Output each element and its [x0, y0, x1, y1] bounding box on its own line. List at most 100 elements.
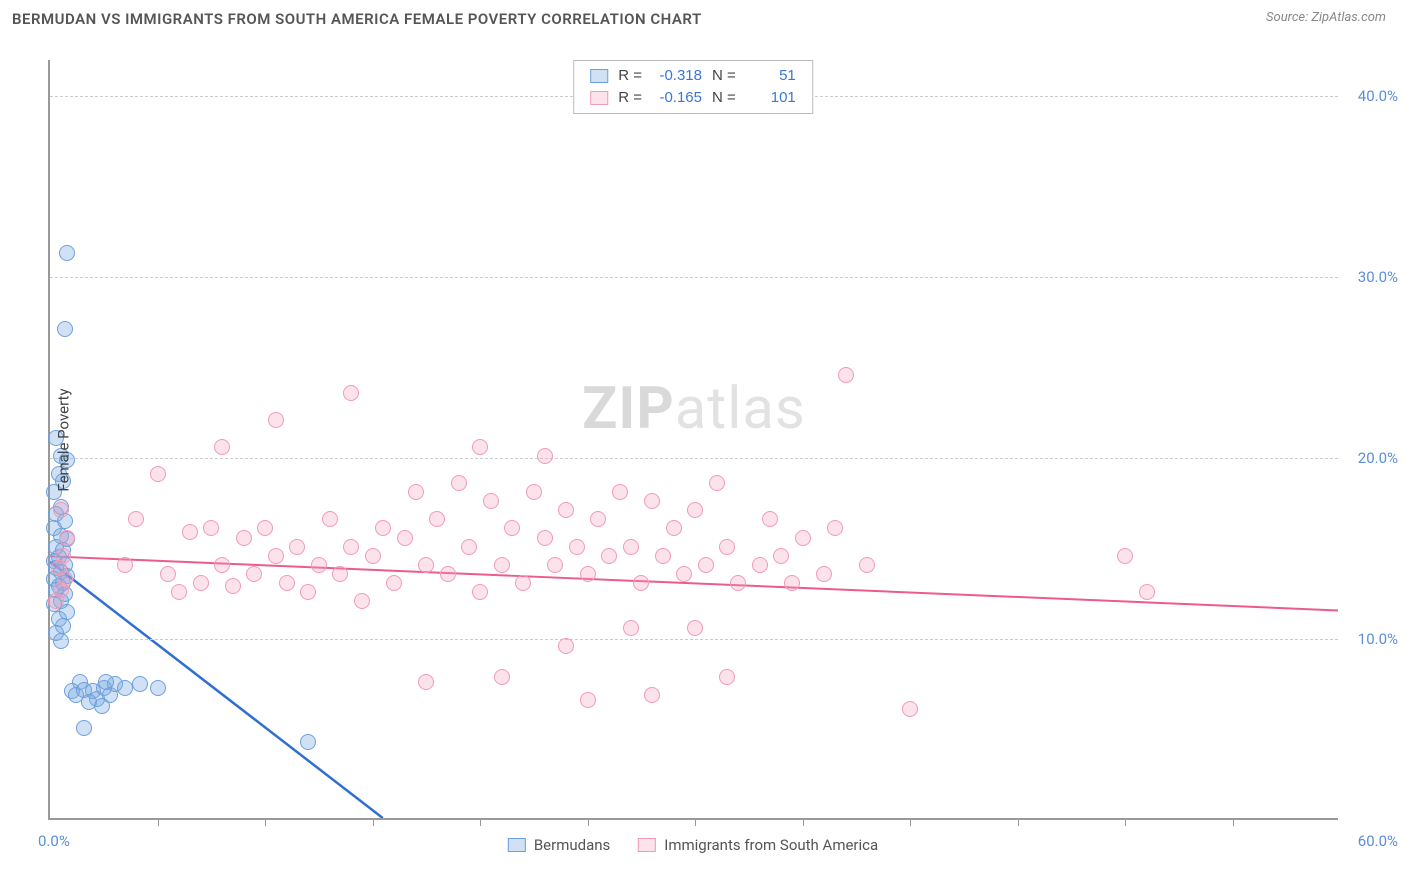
x-tick	[1018, 818, 1019, 826]
data-point-immigrants	[386, 575, 402, 591]
data-point-immigrants	[580, 692, 596, 708]
data-point-bermudans	[132, 676, 148, 692]
data-point-immigrants	[193, 575, 209, 591]
series-legend: Bermudans Immigrants from South America	[508, 836, 878, 854]
data-point-immigrants	[472, 439, 488, 455]
gridline	[50, 277, 1338, 278]
data-point-immigrants	[440, 566, 456, 582]
data-point-immigrants	[214, 557, 230, 573]
data-point-bermudans	[57, 321, 73, 337]
data-point-immigrants	[633, 575, 649, 591]
data-point-immigrants	[375, 520, 391, 536]
data-point-immigrants	[418, 557, 434, 573]
data-point-immigrants	[838, 367, 854, 383]
swatch-pink	[590, 91, 608, 105]
data-point-immigrants	[1117, 548, 1133, 564]
data-point-bermudans	[98, 674, 114, 690]
data-point-immigrants	[48, 593, 64, 609]
data-point-immigrants	[580, 566, 596, 582]
data-point-immigrants	[246, 566, 262, 582]
data-point-immigrants	[117, 557, 133, 573]
data-point-immigrants	[418, 674, 434, 690]
trend-lines	[50, 60, 1338, 818]
data-point-immigrants	[300, 584, 316, 600]
data-point-immigrants	[504, 520, 520, 536]
data-point-immigrants	[494, 669, 510, 685]
chart-title: BERMUDAN VS IMMIGRANTS FROM SOUTH AMERIC…	[12, 10, 702, 28]
x-tick-min: 0.0%	[38, 832, 70, 850]
x-tick-max: 60.0%	[1358, 832, 1398, 850]
data-point-immigrants	[268, 412, 284, 428]
x-tick	[1233, 818, 1234, 826]
data-point-immigrants	[698, 557, 714, 573]
data-point-bermudans	[117, 680, 133, 696]
data-point-immigrants	[472, 584, 488, 600]
data-point-immigrants	[666, 520, 682, 536]
data-point-immigrants	[590, 511, 606, 527]
data-point-immigrants	[719, 539, 735, 555]
data-point-immigrants	[451, 475, 467, 491]
data-point-immigrants	[354, 593, 370, 609]
x-tick	[265, 818, 266, 826]
legend-row-immigrants: R = -0.165 N = 101	[590, 87, 796, 109]
data-point-immigrants	[1139, 584, 1155, 600]
data-point-bermudans	[59, 245, 75, 261]
data-point-immigrants	[408, 484, 424, 500]
data-point-bermudans	[300, 734, 316, 750]
data-point-immigrants	[343, 385, 359, 401]
plot-area: ZIPatlas 10.0%20.0%30.0%40.0%	[48, 60, 1338, 820]
data-point-immigrants	[483, 493, 499, 509]
swatch-blue	[590, 69, 608, 83]
data-point-immigrants	[494, 557, 510, 573]
scatter-chart: ZIPatlas 10.0%20.0%30.0%40.0% Female Pov…	[48, 60, 1338, 820]
data-point-immigrants	[311, 557, 327, 573]
data-point-immigrants	[365, 548, 381, 564]
data-point-immigrants	[289, 539, 305, 555]
legend-row-bermudans: R = -0.318 N = 51	[590, 65, 796, 87]
data-point-immigrants	[182, 524, 198, 540]
watermark: ZIPatlas	[582, 375, 806, 443]
x-tick	[373, 818, 374, 826]
data-point-immigrants	[676, 566, 692, 582]
data-point-immigrants	[59, 530, 75, 546]
data-point-bermudans	[76, 720, 92, 736]
data-point-immigrants	[687, 502, 703, 518]
data-point-immigrants	[762, 511, 778, 527]
legend-item-immigrants: Immigrants from South America	[638, 836, 878, 854]
data-point-immigrants	[655, 548, 671, 564]
y-tick-label: 20.0%	[1358, 449, 1398, 467]
data-point-immigrants	[53, 502, 69, 518]
data-point-immigrants	[547, 557, 563, 573]
data-point-immigrants	[601, 548, 617, 564]
x-tick	[695, 818, 696, 826]
data-point-immigrants	[859, 557, 875, 573]
data-point-immigrants	[150, 466, 166, 482]
data-point-immigrants	[322, 511, 338, 527]
swatch-blue	[508, 838, 526, 852]
data-point-immigrants	[902, 701, 918, 717]
data-point-immigrants	[332, 566, 348, 582]
data-point-immigrants	[257, 520, 273, 536]
data-point-immigrants	[526, 484, 542, 500]
y-tick-label: 40.0%	[1358, 87, 1398, 105]
data-point-immigrants	[558, 638, 574, 654]
data-point-immigrants	[236, 530, 252, 546]
data-point-bermudans	[150, 680, 166, 696]
source-attribution: Source: ZipAtlas.com	[1266, 10, 1386, 25]
data-point-immigrants	[128, 511, 144, 527]
data-point-immigrants	[225, 578, 241, 594]
data-point-immigrants	[709, 475, 725, 491]
data-point-immigrants	[612, 484, 628, 500]
data-point-immigrants	[558, 502, 574, 518]
data-point-immigrants	[773, 548, 789, 564]
data-point-immigrants	[816, 566, 832, 582]
legend-item-bermudans: Bermudans	[508, 836, 610, 854]
x-tick	[910, 818, 911, 826]
data-point-immigrants	[730, 575, 746, 591]
data-point-immigrants	[644, 687, 660, 703]
data-point-immigrants	[160, 566, 176, 582]
gridline	[50, 458, 1338, 459]
data-point-immigrants	[515, 575, 531, 591]
data-point-immigrants	[171, 584, 187, 600]
y-axis-label: Female Poverty	[55, 388, 73, 491]
